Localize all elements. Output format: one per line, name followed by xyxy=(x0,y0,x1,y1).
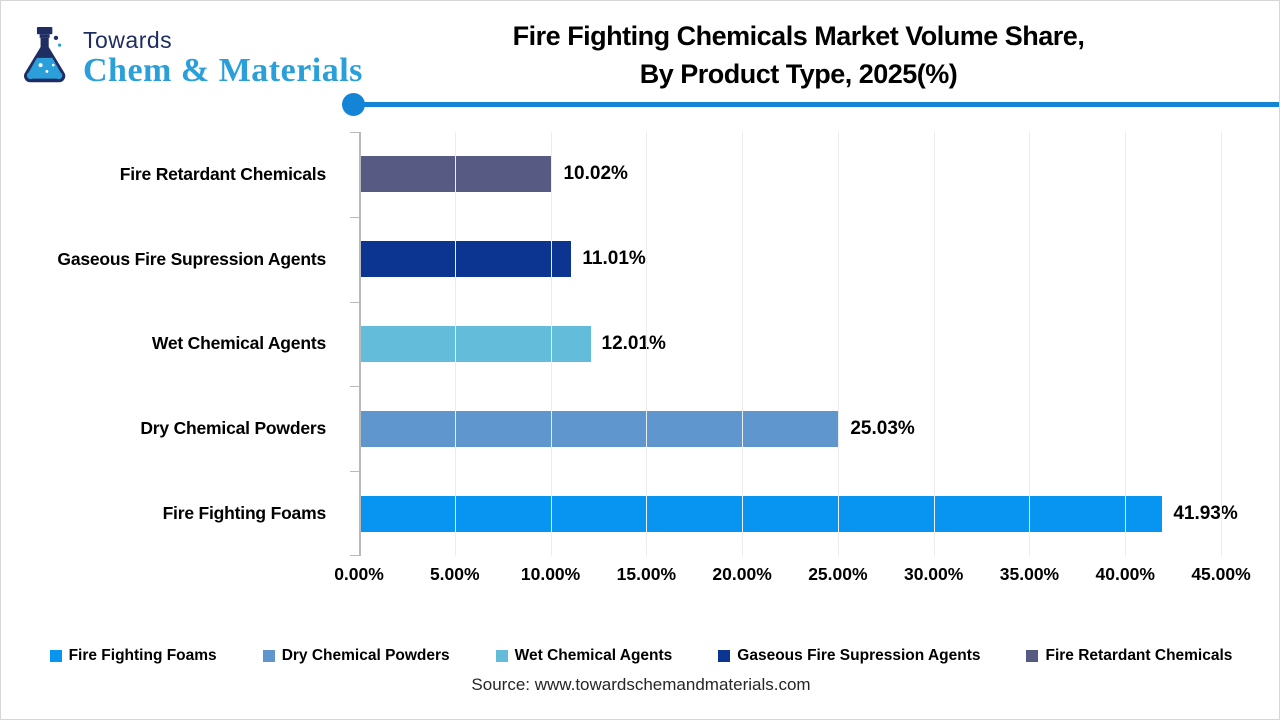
y-axis-tick xyxy=(350,555,359,556)
legend-label: Fire Retardant Chemicals xyxy=(1045,647,1233,664)
legend-item: Fire Retardant Chemicals xyxy=(1026,647,1232,665)
page-title-line1: Fire Fighting Chemicals Market Volume Sh… xyxy=(512,21,1085,51)
source-text: Source: www.towardschemandmaterials.com xyxy=(471,675,811,694)
bar-value-label: 41.93% xyxy=(1173,502,1238,524)
y-axis-tick xyxy=(350,216,359,218)
page-title-line2: By Product Type, 2025(%) xyxy=(639,59,958,89)
x-tick-label: 0.00% xyxy=(334,564,384,584)
legend-item: Fire Fighting Foams xyxy=(49,647,217,665)
x-tick-label: 45.00% xyxy=(1191,564,1251,584)
legend-swatch xyxy=(49,650,62,662)
category-axis-labels: Fire Retardant Chemicals Gaseous Fire Sup… xyxy=(1,132,343,556)
x-tick-label: 20.00% xyxy=(712,564,772,584)
x-tick-label: 40.00% xyxy=(1095,564,1155,584)
gridline xyxy=(1221,132,1222,556)
page-title: Fire Fighting Chemicals Market Volume Sh… xyxy=(331,17,1266,93)
gridline xyxy=(646,132,648,556)
bar-row: 25.03% xyxy=(361,386,1221,471)
y-axis-tick xyxy=(350,301,359,303)
category-label: Fire Fighting Foams xyxy=(162,503,327,524)
bar-rows: 10.02% 11.01% 12.01% 25.03% 41.93% xyxy=(361,132,1238,556)
logo-text-towards: Towards xyxy=(83,27,173,53)
x-tick-label: 35.00% xyxy=(999,564,1060,584)
bar-value-label: 25.03% xyxy=(850,417,915,439)
bar-row: 11.01% xyxy=(361,217,1221,302)
flask-icon xyxy=(24,27,66,83)
legend-item: Gaseous Fire Supression Agents xyxy=(718,647,980,665)
y-axis-tick xyxy=(350,471,359,473)
legend-swatch xyxy=(495,650,508,662)
gridline xyxy=(454,132,456,556)
title-divider-line xyxy=(353,102,1279,107)
legend-swatch xyxy=(1026,650,1039,662)
gridline xyxy=(1125,132,1127,556)
legend-item: Dry Chemical Powders xyxy=(262,647,450,665)
brand-logo: Towards Chem & Materials xyxy=(17,25,363,90)
bar-wet-chemical-agents xyxy=(361,325,591,362)
x-tick-label: 10.00% xyxy=(520,564,581,584)
bar-gaseous-fire-supression-agents xyxy=(361,241,572,278)
category-label: Wet Chemical Agents xyxy=(151,333,326,354)
bar-row: 10.02% xyxy=(361,132,1221,217)
title-divider-dot xyxy=(342,93,365,116)
legend-swatch xyxy=(718,650,731,662)
chart-legend: Fire Fighting Foams Dry Chemical Powders W… xyxy=(1,647,1280,665)
bar-row: 12.01% xyxy=(361,302,1221,387)
y-axis-tick xyxy=(350,132,359,133)
x-tick-label: 5.00% xyxy=(429,564,480,584)
bar-fire-retardant-chemicals xyxy=(361,156,553,193)
bar-value-label: 12.01% xyxy=(601,332,666,354)
y-axis-tick xyxy=(350,386,359,388)
legend-label: Dry Chemical Powders xyxy=(281,647,450,664)
bar-value-label: 10.02% xyxy=(563,163,628,185)
gridline xyxy=(742,132,744,556)
category-label: Dry Chemical Powders xyxy=(140,418,326,439)
x-axis-labels: 0.00% 5.00% 10.00% 15.00% 20.00% 25.00% 30.00%… xyxy=(334,564,1250,590)
bar-fire-fighting-foams xyxy=(361,495,1163,532)
x-tick-label: 25.00% xyxy=(808,564,868,584)
y-axis-line xyxy=(350,132,361,556)
gridline xyxy=(550,132,552,556)
x-tick-label: 30.00% xyxy=(903,564,964,584)
bar-row: 41.93% xyxy=(361,471,1238,556)
bar-dry-chemical-powders xyxy=(361,410,840,447)
x-tick-label: 15.00% xyxy=(616,564,677,584)
legend-label: Wet Chemical Agents xyxy=(514,647,673,664)
category-label: Fire Retardant Chemicals xyxy=(119,163,326,184)
category-label: Gaseous Fire Supression Agents xyxy=(57,248,326,269)
legend-label: Gaseous Fire Supression Agents xyxy=(737,647,981,664)
legend-item: Wet Chemical Agents xyxy=(495,647,673,665)
logo-text-chem-materials: Chem & Materials xyxy=(83,52,363,89)
plot-area: 10.02% 11.01% 12.01% 25.03% 41.93% xyxy=(350,132,1238,556)
bar-value-label: 11.01% xyxy=(582,248,646,270)
gridline xyxy=(837,132,839,556)
gridline xyxy=(933,132,935,556)
gridline xyxy=(1029,132,1031,556)
legend-swatch xyxy=(262,650,275,662)
legend-label: Fire Fighting Foams xyxy=(68,647,217,664)
